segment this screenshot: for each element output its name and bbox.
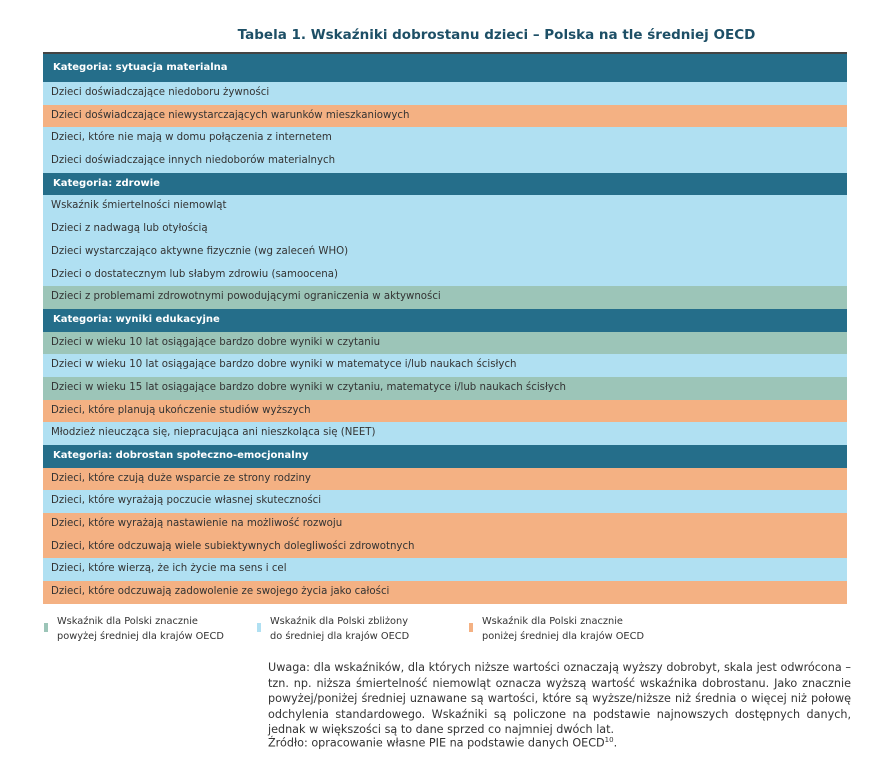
indicator-row: Dzieci, które planują ukończenie studiów… (43, 399, 847, 423)
indicator-row: Dzieci wystarczająco aktywne fizycznie (… (43, 240, 847, 264)
indicator-row: Dzieci o dostatecznym lub słabym zdrowiu… (43, 263, 847, 287)
indicator-row: Dzieci, które czują duże wsparcie ze str… (43, 467, 847, 491)
legend-swatch (257, 623, 261, 632)
legend-line: Wskaźnik dla Polski znacznie (482, 616, 623, 627)
indicator-row: Dzieci, które wyrażają poczucie własnej … (43, 490, 847, 514)
category-header: Kategoria: dobrostan społeczno-emocjonal… (43, 445, 847, 468)
indicator-row: Dzieci w wieku 10 lat osiągające bardzo … (43, 354, 847, 377)
wellbeing-table: Kategoria: sytuacja materialna Dzieci doś… (43, 52, 847, 604)
source-text: Źródło: opracowanie własne PIE na podsta… (268, 736, 618, 750)
footnote-ref: 10 (604, 736, 614, 744)
legend-line: Wskaźnik dla Polski znacznie (57, 616, 198, 627)
indicator-row: Dzieci doświadczające innych niedoborów … (43, 150, 847, 173)
legend-item: Wskaźnik dla Polski znacznie powyżej śred… (44, 614, 224, 644)
indicator-row: Młodzież nieucząca się, niepracująca ani… (43, 422, 847, 445)
legend-item: Wskaźnik dla Polski znacznie poniżej śred… (469, 614, 644, 644)
indicator-row: Wskaźnik śmiertelności niemowląt (43, 195, 847, 219)
indicator-row: Dzieci w wieku 10 lat osiągające bardzo … (43, 331, 847, 355)
category-header: Kategoria: sytuacja materialna (43, 54, 847, 82)
indicator-row: Dzieci, które nie mają w domu połączenia… (43, 127, 847, 151)
legend-item: Wskaźnik dla Polski zbliżony do średniej … (257, 614, 410, 644)
indicator-row: Dzieci, które odczuwają wiele subiektywn… (43, 535, 847, 559)
indicator-row: Dzieci doświadczające niewystarczających… (43, 104, 847, 128)
legend-line: Wskaźnik dla Polski zbliżony (270, 616, 409, 627)
indicator-row: Dzieci, które wyrażają nastawienie na mo… (43, 513, 847, 536)
note-text: Uwaga: dla wskaźników, dla których niższ… (268, 661, 851, 736)
indicator-row: Dzieci doświadczające niedoboru żywności (43, 82, 847, 105)
legend-swatch (44, 623, 48, 632)
legend-swatch (469, 623, 473, 632)
indicator-row: Dzieci z problemami zdrowotnymi powodują… (43, 286, 847, 309)
table-title: Tabela 1. Wskaźniki dobrostanu dzieci – … (237, 27, 756, 43)
legend-line: poniżej średniej dla krajów OECD (482, 631, 644, 642)
legend-line: powyżej średniej dla krajów OECD (57, 631, 224, 642)
legend-line: do średniej dla krajów OECD (270, 631, 410, 642)
indicator-row: Dzieci, które odczuwają zadowolenie ze s… (43, 581, 847, 604)
indicator-row: Dzieci, które wierzą, że ich życie ma se… (43, 558, 847, 582)
source-label: Źródło: opracowanie własne PIE na podsta… (268, 736, 605, 750)
category-header: Kategoria: wyniki edukacyjne (43, 308, 847, 332)
indicator-row: Dzieci z nadwagą lub otyłością (43, 218, 847, 241)
indicator-row: Dzieci w wieku 15 lat osiągające bardzo … (43, 376, 847, 400)
category-header: Kategoria: zdrowie (43, 172, 847, 196)
